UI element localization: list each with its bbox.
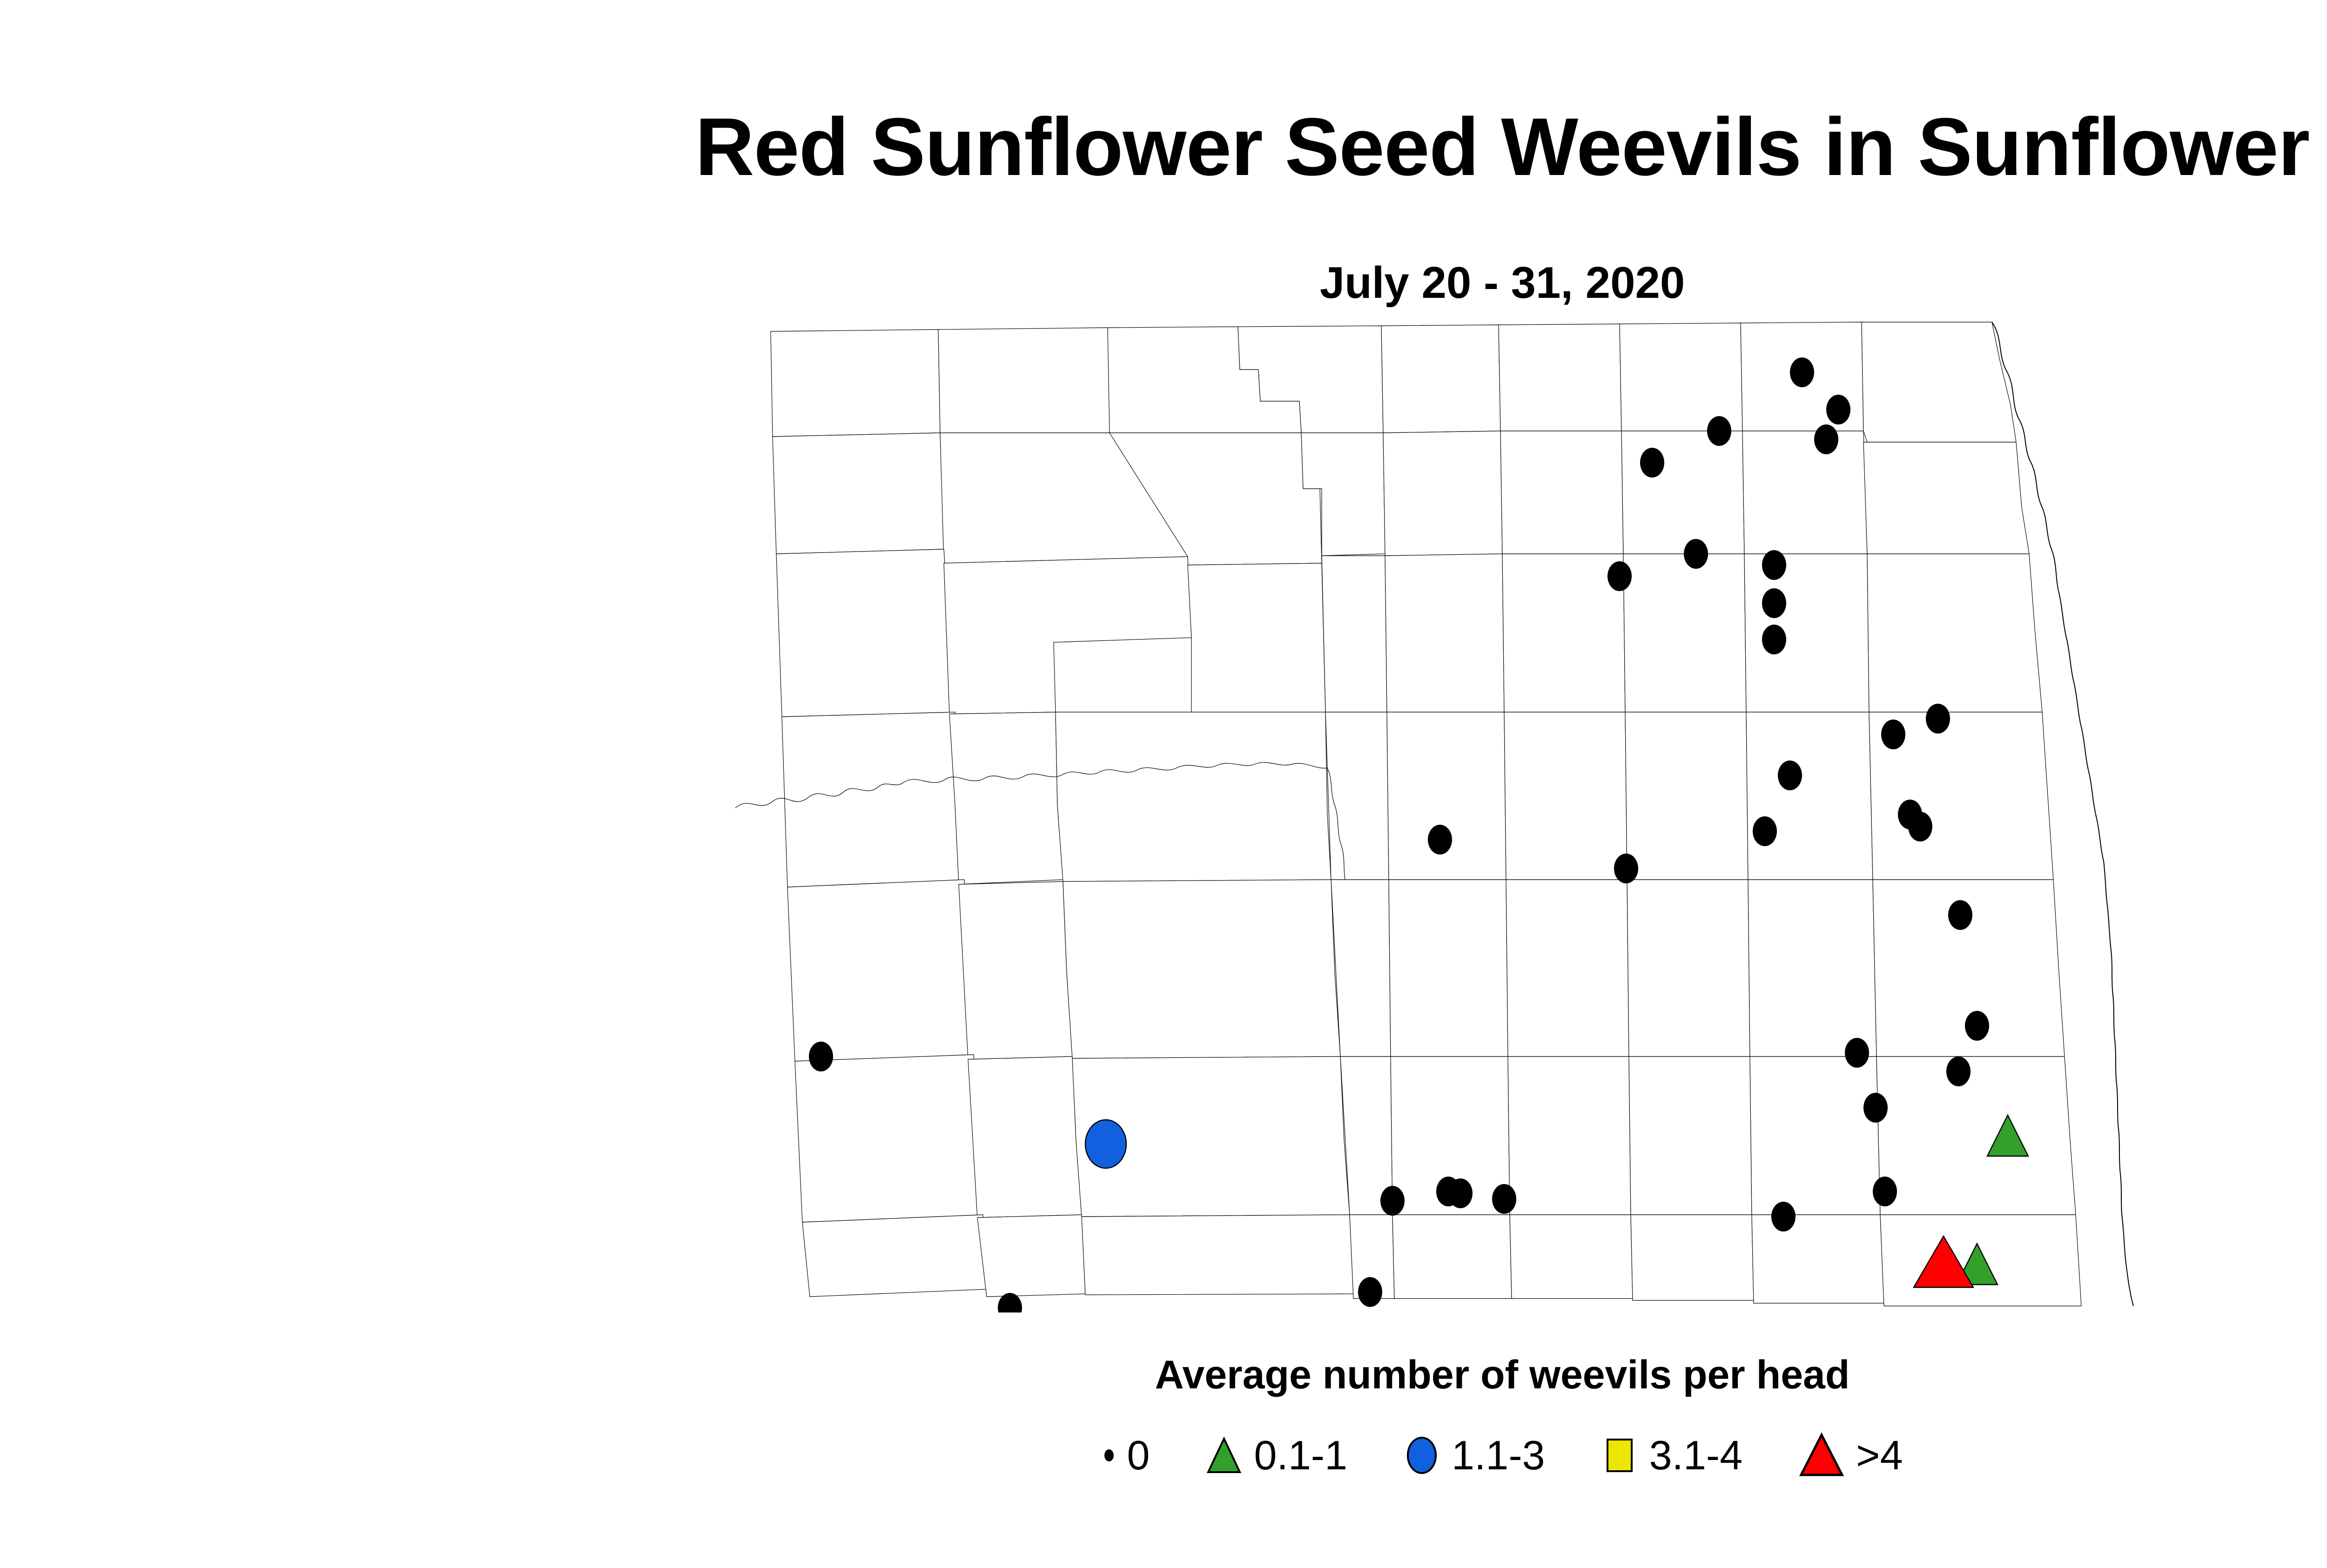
- page-title: Red Sunflower Seed Weevils in Sunflower: [695, 101, 2310, 193]
- legend-triangle-low-icon: [1207, 1436, 1242, 1473]
- data-point-low[interactable]: [1957, 1244, 1997, 1285]
- legend-item-4[interactable]: >4: [1797, 1431, 1903, 1480]
- legend-label-1: 0.1-1: [1254, 1432, 1348, 1478]
- legend-item-3[interactable]: 3.1-4: [1600, 1432, 1743, 1478]
- data-point-zero[interactable]: [1908, 812, 1932, 841]
- map-subtitle: July 20 - 31, 2020: [1319, 258, 1685, 308]
- legend-circle-mid-icon: [1407, 1437, 1437, 1474]
- legend-label-3: 3.1-4: [1649, 1432, 1743, 1478]
- data-point-zero[interactable]: [1881, 720, 1905, 749]
- legend-label-0: 0: [1127, 1432, 1150, 1478]
- legend: 0 0.1-1 1.1-3 3.1-4 >4: [0, 1431, 2327, 1480]
- county-boundaries: [735, 322, 2133, 1306]
- data-point-zero[interactable]: [1684, 539, 1708, 569]
- legend-item-2[interactable]: 1.1-3: [1402, 1434, 1545, 1477]
- data-point-zero[interactable]: [1946, 1057, 1971, 1086]
- data-point-zero[interactable]: [1762, 550, 1786, 580]
- data-point-low[interactable]: [1987, 1115, 2028, 1156]
- legend-label-2: 1.1-3: [1452, 1432, 1545, 1478]
- data-point-zero[interactable]: [1492, 1184, 1516, 1214]
- data-point-zero[interactable]: [1380, 1186, 1405, 1216]
- data-point-zero[interactable]: [1965, 1011, 1989, 1041]
- data-point-mid[interactable]: [1085, 1120, 1126, 1168]
- legend-title: Average number of weevils per head: [1155, 1353, 1850, 1397]
- data-point-zero[interactable]: [1640, 448, 1664, 478]
- data-point-zero[interactable]: [1826, 395, 1850, 424]
- data-point-zero[interactable]: [1762, 625, 1786, 654]
- legend-item-0[interactable]: 0: [1102, 1435, 1150, 1476]
- legend-label-4: >4: [1856, 1432, 1903, 1478]
- data-point-zero[interactable]: [1778, 760, 1802, 790]
- data-point-zero[interactable]: [1607, 561, 1632, 591]
- data-points[interactable]: [809, 357, 2028, 1312]
- data-point-zero[interactable]: [1790, 357, 1814, 387]
- data-point-zero[interactable]: [1448, 1178, 1473, 1208]
- map-svg: [642, 321, 2299, 1312]
- legend-circle-zero-icon: [1104, 1449, 1114, 1461]
- data-point-zero[interactable]: [998, 1293, 1022, 1312]
- data-point-zero[interactable]: [1753, 816, 1777, 846]
- north-dakota-county-map[interactable]: [642, 321, 2299, 1312]
- data-point-very-high[interactable]: [1914, 1236, 1973, 1287]
- data-point-zero[interactable]: [1707, 416, 1731, 446]
- data-point-zero[interactable]: [1873, 1177, 1897, 1206]
- data-point-zero[interactable]: [809, 1042, 833, 1071]
- data-point-zero[interactable]: [1614, 854, 1638, 883]
- data-point-zero[interactable]: [1926, 704, 1950, 734]
- data-point-zero[interactable]: [1814, 424, 1838, 454]
- data-point-zero[interactable]: [1771, 1202, 1796, 1232]
- data-point-zero[interactable]: [1762, 588, 1786, 618]
- legend-item-1[interactable]: 0.1-1: [1204, 1434, 1347, 1477]
- data-point-zero[interactable]: [1948, 900, 1972, 930]
- data-point-zero[interactable]: [1428, 825, 1452, 855]
- legend-triangle-very-high-icon: [1799, 1432, 1844, 1476]
- legend-square-high-icon: [1606, 1439, 1633, 1472]
- data-point-zero[interactable]: [1358, 1277, 1382, 1307]
- data-point-zero[interactable]: [1845, 1038, 1869, 1068]
- data-point-zero[interactable]: [1863, 1093, 1888, 1123]
